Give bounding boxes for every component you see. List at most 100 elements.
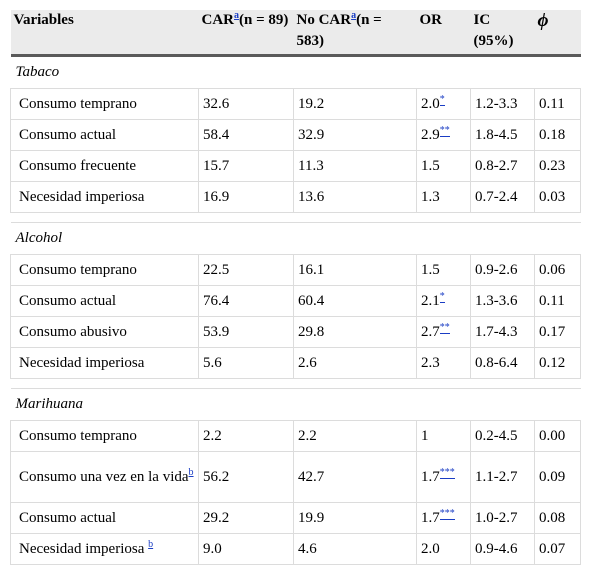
cell-phi: 0.00 [534, 420, 581, 452]
cell-ic: 0.8-6.4 [470, 347, 535, 379]
section-title: Alcohol [10, 222, 581, 255]
cell-nocar: 2.6 [293, 347, 417, 379]
cell-variable: Consumo una vez en la vidab [10, 451, 199, 503]
cell-nocar: 32.9 [293, 119, 417, 151]
header-row: Variables CARa(n = 89) No CARa(n = 583) … [10, 10, 581, 57]
cell-ic: 1.1-2.7 [470, 451, 535, 503]
variable-label: Consumo temprano [19, 427, 137, 444]
header-phi: ϕ [534, 10, 581, 57]
significance-link[interactable]: ** [439, 321, 450, 334]
variable-label: Consumo actual [19, 126, 117, 143]
section-row: Alcohol [10, 222, 581, 255]
table-row: Necesidad imperiosa b 9.0 4.6 2.0 0.9-4.6 0.0… [10, 533, 581, 565]
header-car-n: (n = 89) [239, 12, 289, 28]
cell-variable: Consumo actual [10, 285, 199, 317]
significance-link[interactable]: *** [439, 466, 455, 479]
cell-or: 1.7*** [416, 451, 471, 503]
cell-ic: 0.7-2.4 [470, 181, 535, 213]
table-header: Variables CARa(n = 89) No CARa(n = 583) … [10, 10, 581, 57]
header-ic: IC (95%) [470, 10, 535, 57]
footnote-link-b[interactable]: b [188, 466, 194, 478]
cell-car: 2.2 [198, 420, 294, 452]
table-row: Consumo abusivo 53.9 29.8 2.7** 1.7-4.3 0.17 [10, 316, 581, 348]
table-row: Consumo actual 29.2 19.9 1.7*** 1.0-2.7 0.08 [10, 502, 581, 534]
cell-ic: 0.8-2.7 [470, 150, 535, 182]
cell-variable: Necesidad imperiosa [10, 181, 199, 213]
or-value: 1.5 [421, 261, 440, 278]
cell-phi: 0.06 [534, 254, 581, 286]
cell-ic: 1.3-3.6 [470, 285, 535, 317]
variable-label: Consumo abusivo [19, 323, 127, 340]
cell-nocar: 29.8 [293, 316, 417, 348]
table-row: Consumo frecuente 15.7 11.3 1.5 0.8-2.7 0.23 [10, 150, 581, 182]
cell-ic: 0.9-4.6 [470, 533, 535, 565]
or-value: 1.3 [421, 188, 440, 205]
cell-car: 22.5 [198, 254, 294, 286]
header-car: CARa(n = 89) [198, 10, 294, 57]
or-value: 2.1 [421, 292, 440, 309]
significance-link[interactable]: ** [439, 124, 450, 137]
cell-variable: Consumo temprano [10, 420, 199, 452]
cell-variable: Consumo actual [10, 502, 199, 534]
table-row: Consumo temprano 2.2 2.2 1 0.2-4.5 0.00 [10, 420, 581, 452]
variable-label: Consumo frecuente [19, 157, 137, 174]
or-value: 1.7 [421, 509, 440, 526]
cell-phi: 0.23 [534, 150, 581, 182]
cell-nocar: 19.2 [293, 88, 417, 120]
significance-link[interactable]: * [439, 290, 445, 303]
spacer-cell [10, 212, 581, 223]
variable-label: Necesidad imperiosa [19, 354, 145, 371]
header-nocar: No CARa(n = 583) [293, 10, 417, 57]
variable-label: Consumo temprano [19, 95, 137, 112]
footnote-link-b[interactable]: b [148, 538, 154, 550]
cell-nocar: 4.6 [293, 533, 417, 565]
cell-or: 1.7*** [416, 502, 471, 534]
cell-car: 58.4 [198, 119, 294, 151]
cell-car: 56.2 [198, 451, 294, 503]
cell-ic: 0.2-4.5 [470, 420, 535, 452]
or-value: 2.7 [421, 323, 440, 340]
cell-ic: 0.9-2.6 [470, 254, 535, 286]
cell-nocar: 13.6 [293, 181, 417, 213]
table-row: Consumo temprano 32.6 19.2 2.0* 1.2-3.3 0.11 [10, 88, 581, 120]
cell-phi: 0.11 [534, 285, 581, 317]
header-nocar-label: No CAR [296, 12, 352, 28]
cell-ic: 1.2-3.3 [470, 88, 535, 120]
cell-nocar: 11.3 [293, 150, 417, 182]
cell-car: 53.9 [198, 316, 294, 348]
cell-nocar: 16.1 [293, 254, 417, 286]
cell-variable: Consumo temprano [10, 254, 199, 286]
cell-nocar: 60.4 [293, 285, 417, 317]
cell-phi: 0.09 [534, 451, 581, 503]
section-row: Marihuana [10, 388, 581, 421]
table-row: Consumo actual 76.4 60.4 2.1* 1.3-3.6 0.11 [10, 285, 581, 317]
cell-car: 9.0 [198, 533, 294, 565]
cell-phi: 0.12 [534, 347, 581, 379]
section-title: Marihuana [10, 388, 581, 421]
cell-or: 1.3 [416, 181, 471, 213]
spacer-row [10, 378, 581, 389]
variable-label: Necesidad imperiosa [19, 188, 145, 205]
significance-link[interactable]: * [439, 93, 445, 106]
footnote-link-a[interactable]: a [234, 10, 239, 21]
header-car-label: CAR [201, 12, 235, 28]
header-nocar-n: (n = 583) [296, 12, 382, 49]
variable-label: Consumo actual [19, 509, 117, 526]
variable-label: Necesidad imperiosa [19, 540, 149, 557]
significance-link[interactable]: *** [439, 507, 455, 520]
cell-or: 2.0* [416, 88, 471, 120]
cell-nocar: 2.2 [293, 420, 417, 452]
cell-variable: Consumo actual [10, 119, 199, 151]
or-value: 2.0 [421, 540, 440, 557]
cell-phi: 0.03 [534, 181, 581, 213]
cell-car: 29.2 [198, 502, 294, 534]
cell-or: 2.3 [416, 347, 471, 379]
table-row: Consumo temprano 22.5 16.1 1.5 0.9-2.6 0.06 [10, 254, 581, 286]
cell-or: 2.1* [416, 285, 471, 317]
footnote-link-a[interactable]: a [351, 10, 357, 21]
header-variables: Variables [10, 10, 199, 57]
or-value: 2.3 [421, 354, 440, 371]
cell-car: 15.7 [198, 150, 294, 182]
or-value: 2.9 [421, 126, 440, 143]
variable-label: Consumo actual [19, 292, 117, 309]
